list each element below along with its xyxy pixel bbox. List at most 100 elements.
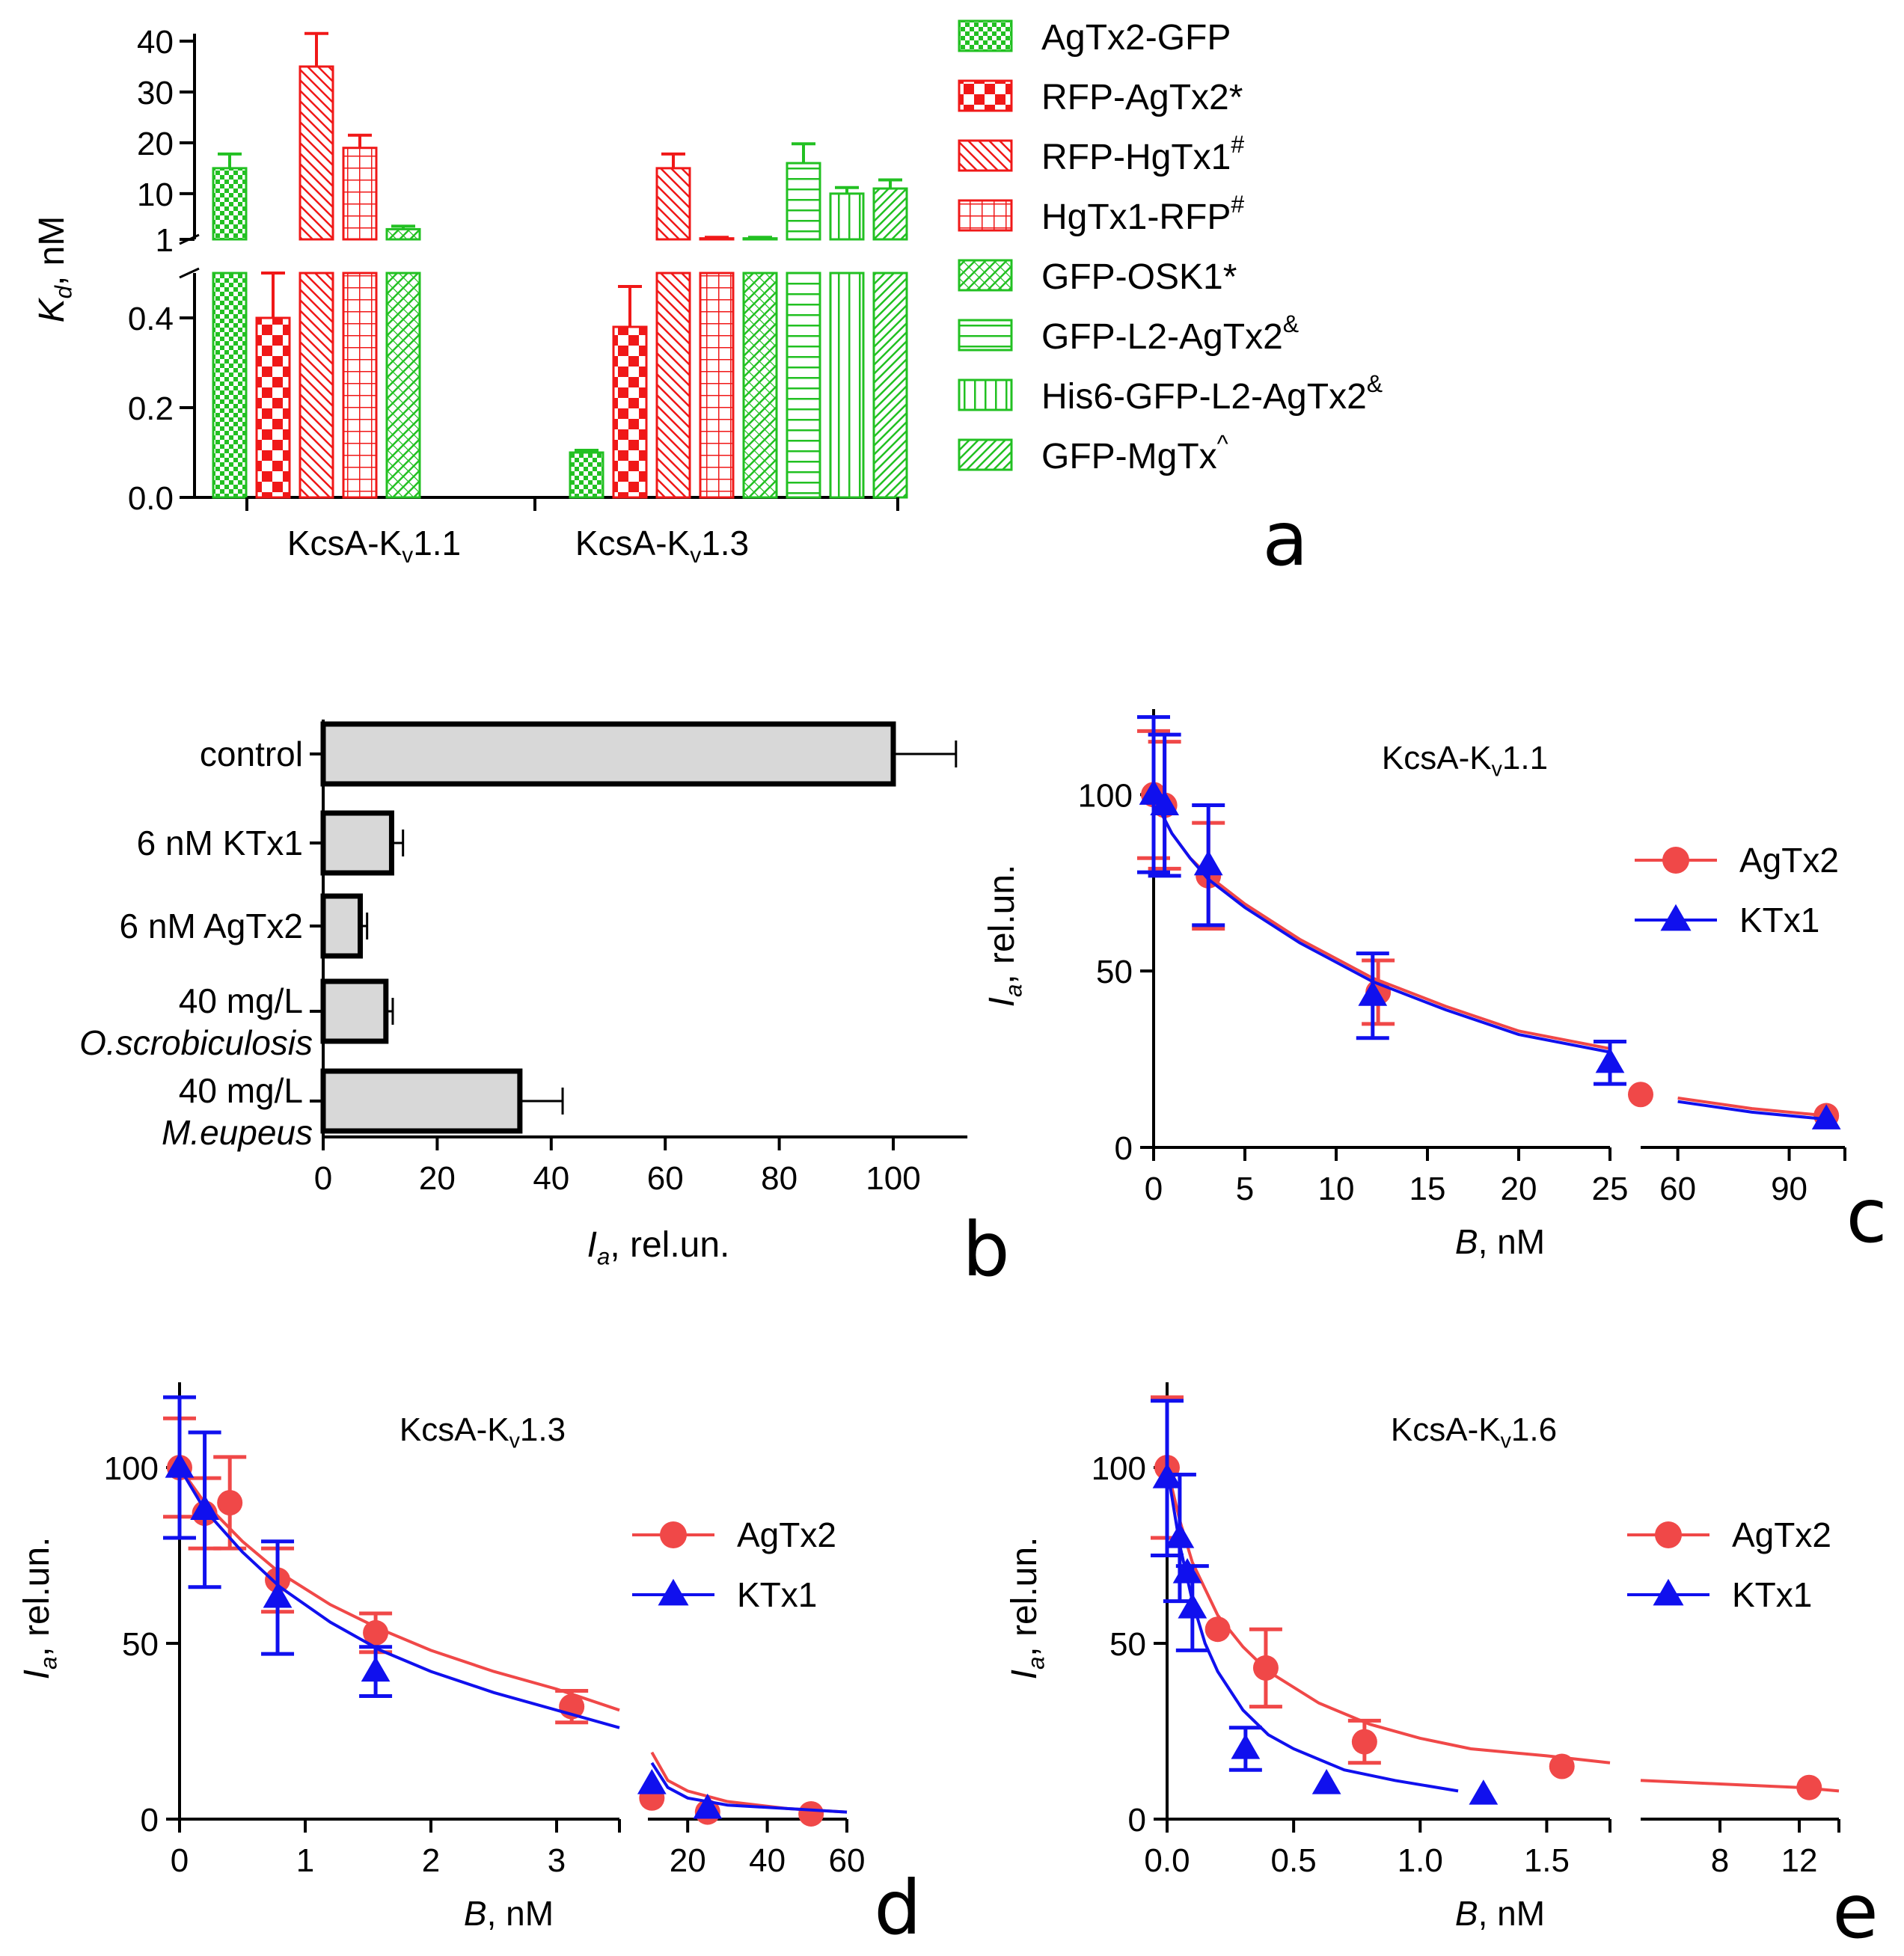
panel-label: c: [1846, 1172, 1888, 1260]
y-tick-label: 50: [1096, 954, 1133, 990]
bar: [299, 65, 334, 241]
fit-curve: [178, 1466, 620, 1729]
y-axis-label: Ia, rel.un.: [1005, 1537, 1050, 1680]
fit-curve: [1166, 1467, 1611, 1765]
x-tick-label: 25: [1592, 1171, 1629, 1207]
x-tick-label: 90: [1771, 1171, 1807, 1207]
bar: [385, 227, 421, 241]
bar: [786, 272, 821, 499]
bar: [299, 272, 334, 499]
legend-marker: [1653, 1578, 1684, 1606]
bar: [212, 167, 248, 241]
legend-marker: [1662, 847, 1689, 874]
x-tick-label: 3: [548, 1842, 566, 1879]
y-axis-label: Kd, nM: [32, 216, 77, 323]
bar: [872, 272, 908, 499]
data-point: [1358, 981, 1388, 1006]
data-point: [1549, 1753, 1575, 1779]
category-label: KcsA-Kv1.1: [287, 524, 461, 568]
bar: [320, 893, 364, 959]
data-point: [361, 1656, 391, 1682]
data-point: [1311, 1768, 1341, 1794]
legend-marker: [658, 1578, 689, 1606]
bar: [320, 978, 389, 1044]
data-point: [798, 1800, 824, 1827]
x-tick-label: 0: [314, 1160, 332, 1197]
category-label: 40 mg/L: [179, 981, 303, 1020]
data-point: [190, 1494, 219, 1520]
y-tick-label: 100: [1078, 777, 1133, 814]
y-axis-label: Ia, rel.un.: [982, 865, 1027, 1008]
x-tick-label: 20: [419, 1160, 456, 1197]
panel-label: a: [1262, 495, 1308, 583]
y-tick-label: 1: [156, 222, 174, 259]
bar: [655, 272, 691, 499]
bar: [612, 325, 648, 499]
legend-label: RFP-AgTx2*: [1041, 78, 1243, 117]
category-label: 40 mg/L: [179, 1071, 303, 1110]
legend-label: GFP-OSK1*: [1041, 257, 1237, 297]
x-axis-label: B, nM: [464, 1894, 554, 1933]
data-point: [1150, 790, 1180, 816]
legend-swatch: [958, 79, 1013, 112]
data-point: [217, 1490, 243, 1515]
bar: [320, 810, 394, 876]
bar: [212, 272, 248, 499]
legend-swatch: [958, 19, 1013, 52]
panel-b-horizontal-bar-chart: 0 20 40 60 80 100 Ia, rel.un. control 6 nM KTx1 6…: [79, 720, 1010, 1293]
x-tick-label: 80: [761, 1160, 798, 1197]
legend-label: GFP-MgTx^: [1041, 430, 1228, 476]
x-tick-label: 40: [749, 1842, 786, 1879]
x-tick-label: 20: [670, 1842, 706, 1879]
y-tick-label: 100: [1092, 1450, 1146, 1487]
panel-a-bar-chart: 40 30 20 10 1 0.4 0.2 0.0 Kd, nM KcsA-Kv1.1 KcsA-K…: [32, 18, 1383, 583]
legend-label: AgTx2-GFP: [1041, 18, 1231, 58]
plot-title: KcsA-Kv1.3: [400, 1411, 566, 1453]
axis-break-mark: [179, 267, 200, 279]
y-tick-label: 50: [1109, 1626, 1146, 1663]
fit-curve: [1152, 794, 1611, 1054]
data-point: [1252, 1655, 1279, 1681]
y-tick-label: 10: [137, 177, 174, 213]
x-axis-label: B, nM: [1455, 1222, 1545, 1261]
y-tick-label: 0.0: [128, 480, 174, 517]
legend-label: AgTx2: [1739, 841, 1839, 880]
bar: [872, 187, 908, 241]
bar: [385, 272, 421, 499]
data-point: [637, 1768, 667, 1794]
panel-d-dose-response-plot: 0 1 2 3 20 40 60 0 50 100 Ia, rel.un. B, nM KcsA-Kv1…: [17, 1382, 922, 1952]
panel-label: b: [962, 1206, 1009, 1293]
x-tick-label: 60: [647, 1160, 684, 1197]
data-point: [1172, 1557, 1202, 1583]
category-label: KcsA-Kv1.3: [575, 524, 749, 568]
data-point: [1165, 1522, 1195, 1548]
data-point: [1469, 1779, 1499, 1805]
legend-label: GFP-L2-AgTx2&: [1041, 310, 1299, 357]
legend-marker: [660, 1521, 687, 1548]
x-axis-label: Ia, rel.un.: [587, 1225, 730, 1270]
data-point: [263, 1582, 293, 1608]
data-point: [1811, 1104, 1841, 1129]
category-label: O.scrobiculosis: [79, 1023, 313, 1062]
plot-title: KcsA-Kv1.6: [1391, 1411, 1557, 1453]
x-tick-label: 1.5: [1524, 1842, 1570, 1879]
y-axis-label: Ia, rel.un.: [17, 1537, 62, 1680]
legend-label: HgTx1-RFP#: [1041, 191, 1244, 237]
x-tick-label: 0: [1145, 1171, 1163, 1207]
legend-label: AgTx2: [737, 1515, 836, 1554]
data-point: [1351, 1729, 1377, 1755]
legend-label: His6-GFP-L2-AgTx2&: [1041, 370, 1383, 417]
y-tick-label: 20: [137, 126, 174, 162]
data-point: [165, 1452, 195, 1478]
legend-label: AgTx2: [1732, 1515, 1831, 1554]
bar: [342, 272, 378, 499]
data-point: [1193, 850, 1223, 876]
legend-swatch: [958, 438, 1013, 471]
bar: [655, 167, 691, 241]
bar: [320, 1068, 523, 1134]
legend-label: KTx1: [1739, 901, 1819, 939]
bar: [255, 316, 291, 499]
y-tick-label: 0: [1128, 1802, 1146, 1839]
legend-swatch: [958, 139, 1013, 172]
y-tick-label: 100: [104, 1450, 159, 1487]
